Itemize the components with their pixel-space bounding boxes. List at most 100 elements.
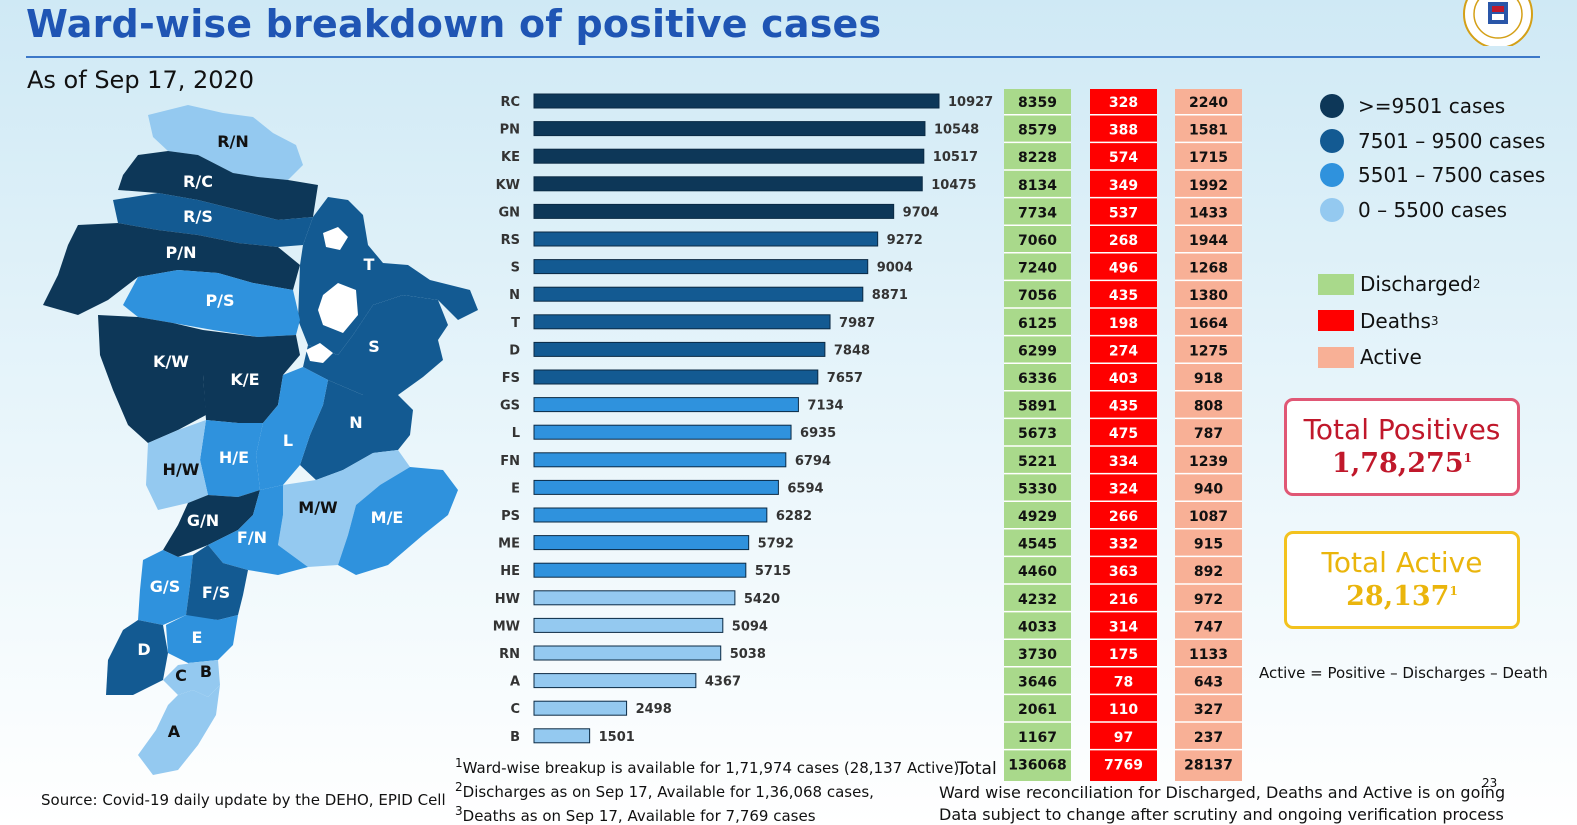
- category-label: A: [510, 675, 520, 690]
- category-label: PS: [501, 509, 520, 524]
- bar-rn: [533, 645, 722, 661]
- ward-region-rc: [118, 151, 318, 220]
- table-cell-active: 643: [1194, 675, 1223, 691]
- legend-label: 0 – 5500 cases: [1358, 197, 1508, 222]
- table-cell-deaths: 268: [1109, 233, 1138, 249]
- bar-value-label: 7657: [827, 371, 863, 386]
- bar-value-label: 10517: [933, 150, 978, 165]
- category-label: RC: [500, 95, 520, 110]
- table-cell-deaths: 574: [1109, 150, 1138, 166]
- table-cell-discharged: 8134: [1018, 178, 1057, 194]
- footnote: 2Discharges as on Sep 17, Available for …: [455, 780, 874, 801]
- total-positives-value: 1,78,2751: [1332, 448, 1472, 479]
- category-label: B: [510, 730, 520, 745]
- ward-region-c: [163, 663, 193, 695]
- bar-value-label: 9004: [877, 261, 913, 276]
- bar-b: [533, 728, 591, 744]
- table-cell-discharged: 5221: [1018, 454, 1057, 470]
- ward-map-label: F/N: [237, 528, 267, 547]
- category-label: FS: [502, 371, 520, 386]
- bar-value-label: 1501: [599, 730, 635, 745]
- ward-map-label: R/N: [217, 132, 249, 151]
- ward-map-label: E: [192, 628, 203, 647]
- legend-swatch: [1318, 310, 1354, 332]
- table-cell-discharged: 4460: [1018, 564, 1057, 580]
- ward-region-fs: [186, 545, 248, 620]
- legend-swatch: [1320, 163, 1344, 188]
- ward-region-me: [338, 467, 458, 575]
- ward-map-label: F/S: [202, 583, 230, 602]
- table-cell-deaths: 198: [1109, 316, 1138, 332]
- table-cell-discharged: 4929: [1018, 509, 1057, 525]
- table-cell-deaths: 266: [1109, 509, 1138, 525]
- title-divider: [26, 56, 1540, 58]
- legend-item: Deaths 3: [1318, 303, 1481, 340]
- table-cell-active: 915: [1194, 537, 1223, 553]
- table-cell-discharged: 8579: [1018, 123, 1057, 139]
- ward-region-fn: [208, 485, 308, 575]
- table-cell-active: 1664: [1189, 316, 1228, 332]
- table-cell-discharged: 4545: [1018, 537, 1057, 553]
- table-cell-discharged: 3646: [1018, 675, 1057, 691]
- table-cell-discharged: 5891: [1018, 399, 1057, 415]
- category-label: HE: [500, 564, 520, 579]
- legend-label: 5501 – 7500 cases: [1358, 163, 1546, 188]
- ward-region-e: [166, 615, 238, 663]
- ward-region-pn: [43, 223, 300, 315]
- table-total-deaths: 7769: [1104, 757, 1143, 773]
- legend-label: Deaths: [1360, 308, 1431, 333]
- table-cell-active: 918: [1194, 371, 1223, 387]
- legend-label: Active: [1360, 345, 1422, 370]
- table-cell-active: 1581: [1189, 123, 1228, 139]
- table-cell-active: 327: [1194, 702, 1223, 718]
- table-cell-discharged: 4232: [1018, 592, 1057, 608]
- ward-map-label: G/N: [187, 511, 219, 530]
- table-cell-discharged: 8359: [1018, 95, 1057, 111]
- table-cell-active: 1992: [1189, 178, 1228, 194]
- legend-sup: 3: [1430, 313, 1439, 328]
- bar-value-label: 6935: [800, 426, 836, 441]
- bar-value-label: 2498: [636, 702, 672, 717]
- legend-swatch: [1318, 346, 1354, 368]
- table-cell-deaths: 175: [1109, 647, 1138, 663]
- table-cell-discharged: 2061: [1018, 702, 1057, 718]
- bar-kw: [533, 176, 923, 192]
- table-cell-deaths: 334: [1109, 454, 1138, 470]
- category-label: RS: [501, 233, 520, 248]
- bar-gn: [533, 203, 895, 219]
- ward-map-label: L: [283, 431, 293, 450]
- table-cell-discharged: 6125: [1018, 316, 1057, 332]
- table-cell-deaths: 496: [1109, 261, 1138, 277]
- ward-region-a: [138, 685, 220, 775]
- bar-c: [533, 700, 628, 716]
- table-cell-deaths: 97: [1114, 730, 1133, 746]
- category-label: KW: [496, 178, 520, 193]
- table-cell-deaths: 78: [1114, 675, 1133, 691]
- ward-map-label: M/E: [371, 508, 404, 527]
- ward-map-label: K/E: [230, 370, 259, 389]
- table-cell-discharged: 5330: [1018, 481, 1057, 497]
- total-active-label: Total Active: [1321, 546, 1483, 579]
- lake-shape: [318, 283, 358, 333]
- table-cell-deaths: 349: [1109, 178, 1138, 194]
- bar-value-label: 5792: [758, 537, 794, 552]
- ward-map-label: S: [368, 337, 380, 356]
- ward-region-s: [303, 295, 448, 395]
- legend-item: 5501 – 7500 cases: [1320, 158, 1545, 193]
- bar-rc: [533, 93, 940, 109]
- ward-map-label: T: [364, 255, 375, 274]
- ward-region-he: [200, 420, 263, 497]
- table-cell-deaths: 475: [1109, 426, 1138, 442]
- category-label: GS: [500, 399, 520, 414]
- bar-s: [533, 259, 869, 275]
- bar-value-label: 7987: [839, 316, 875, 331]
- category-label: ME: [498, 537, 520, 552]
- bar-value-label: 9272: [887, 233, 923, 248]
- bar-he: [533, 562, 747, 578]
- category-label: GN: [498, 205, 520, 220]
- ward-map-label: R/C: [183, 172, 213, 191]
- ward-map-label: M/W: [298, 498, 338, 517]
- total-active-box: Total Active 28,1371: [1284, 531, 1520, 629]
- table-cell-deaths: 328: [1109, 95, 1138, 111]
- table-cell-deaths: 363: [1109, 564, 1138, 580]
